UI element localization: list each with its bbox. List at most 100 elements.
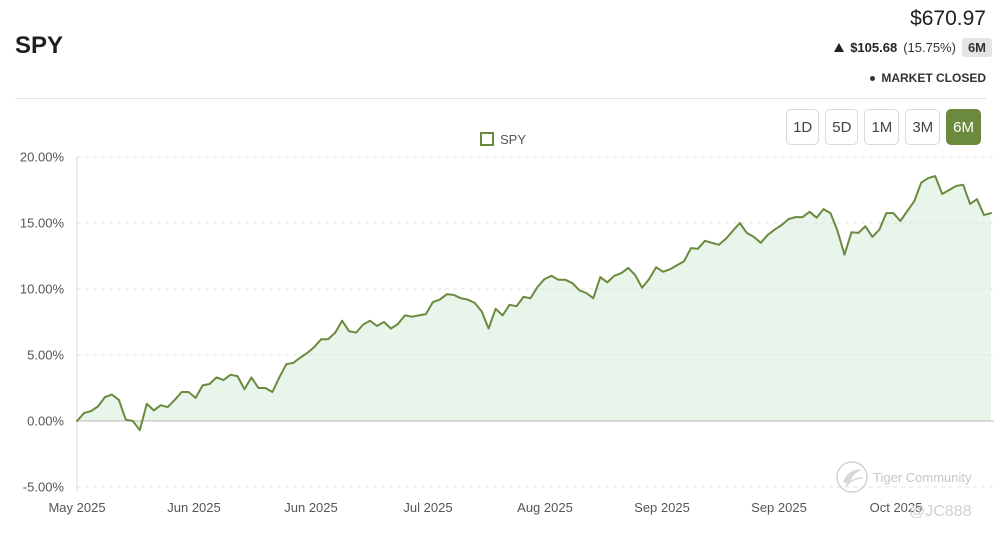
data-point xyxy=(123,417,129,423)
data-point xyxy=(221,377,227,383)
data-point xyxy=(437,297,443,303)
data-point xyxy=(451,292,457,298)
data-point xyxy=(95,404,101,410)
change-percent: (15.75%) xyxy=(903,40,956,55)
price-chart[interactable]: 20.00% 15.00% 10.00% 5.00% 0.00% -5.00% May 20… xyxy=(0,148,994,533)
data-point xyxy=(716,242,722,248)
change-value: $105.68 xyxy=(850,40,898,55)
data-point xyxy=(946,187,952,193)
data-point xyxy=(604,279,610,285)
data-point xyxy=(918,180,924,186)
data-point xyxy=(332,330,338,336)
data-point xyxy=(890,210,896,216)
range-button-5d[interactable]: 5D xyxy=(825,109,859,145)
data-point xyxy=(472,300,478,306)
data-point xyxy=(458,295,464,301)
data-point xyxy=(165,404,171,410)
data-point xyxy=(869,234,875,240)
data-point xyxy=(374,323,380,329)
data-point xyxy=(758,240,764,246)
data-point xyxy=(318,336,324,342)
data-point xyxy=(793,214,799,220)
market-status-label: MARKET CLOSED xyxy=(881,71,986,85)
data-point xyxy=(193,395,199,401)
data-point xyxy=(695,246,701,252)
x-tick-label: Sep 2025 xyxy=(634,500,690,515)
data-point xyxy=(800,214,806,220)
data-point xyxy=(228,372,234,378)
data-point xyxy=(493,306,499,312)
data-point xyxy=(144,401,150,407)
data-point xyxy=(911,198,917,204)
data-point xyxy=(130,418,136,424)
data-point xyxy=(200,382,206,388)
data-point xyxy=(346,328,352,334)
legend-label: SPY xyxy=(500,131,527,147)
data-point xyxy=(353,330,359,336)
data-point xyxy=(486,326,492,332)
data-point xyxy=(737,220,743,226)
data-point xyxy=(423,311,429,317)
chart-legend[interactable]: SPY xyxy=(480,131,527,147)
data-point xyxy=(730,228,736,234)
data-point xyxy=(179,389,185,395)
data-point xyxy=(416,312,422,318)
y-tick-label: 5.00% xyxy=(27,348,64,363)
data-point xyxy=(849,229,855,235)
y-tick-label: 15.00% xyxy=(20,216,65,231)
data-point xyxy=(646,276,652,282)
header-divider xyxy=(15,98,986,99)
data-point xyxy=(81,410,87,416)
x-tick-label: Jun 2025 xyxy=(167,500,221,515)
data-point xyxy=(681,258,687,264)
data-point xyxy=(653,264,659,270)
data-point xyxy=(290,360,296,366)
data-point xyxy=(562,277,568,283)
data-point xyxy=(214,374,220,380)
data-point xyxy=(297,355,303,361)
series-line-spy xyxy=(76,175,992,432)
data-point xyxy=(102,394,108,400)
data-point xyxy=(953,183,959,189)
data-point xyxy=(842,252,848,258)
data-point xyxy=(304,350,310,356)
data-point xyxy=(158,402,164,408)
data-point xyxy=(283,361,289,367)
data-point xyxy=(590,295,596,301)
x-tick-label: Oct 2025 xyxy=(870,500,923,515)
data-point xyxy=(960,182,966,188)
ticker-symbol: SPY xyxy=(15,32,64,59)
data-point xyxy=(430,299,436,305)
data-point xyxy=(276,374,282,380)
data-point xyxy=(988,210,994,216)
data-point xyxy=(932,173,938,179)
data-point xyxy=(395,321,401,327)
data-point xyxy=(542,276,548,282)
data-point xyxy=(207,381,213,387)
data-point xyxy=(507,302,513,308)
x-tick-label: Jul 2025 xyxy=(403,500,452,515)
data-point xyxy=(325,336,331,342)
data-point xyxy=(862,223,868,229)
price-change-row: $105.68 (15.75%) 6M xyxy=(834,38,992,57)
data-point xyxy=(779,222,785,228)
range-button-3m[interactable]: 3M xyxy=(905,109,941,145)
data-point xyxy=(576,287,582,293)
range-button-6m[interactable]: 6M xyxy=(946,109,981,145)
range-button-1m[interactable]: 1M xyxy=(864,109,900,145)
range-button-1d[interactable]: 1D xyxy=(786,109,820,145)
data-point xyxy=(388,326,394,332)
data-point xyxy=(465,297,471,303)
data-point xyxy=(381,319,387,325)
data-point xyxy=(723,236,729,242)
data-point xyxy=(625,265,631,271)
last-price: $670.97 xyxy=(910,7,986,30)
data-point xyxy=(702,238,708,244)
area-fill xyxy=(77,176,991,431)
period-badge: 6M xyxy=(961,38,992,57)
data-point xyxy=(744,230,750,236)
data-point xyxy=(674,262,680,268)
data-point xyxy=(751,234,757,240)
data-point xyxy=(548,273,554,279)
data-point xyxy=(981,212,987,218)
